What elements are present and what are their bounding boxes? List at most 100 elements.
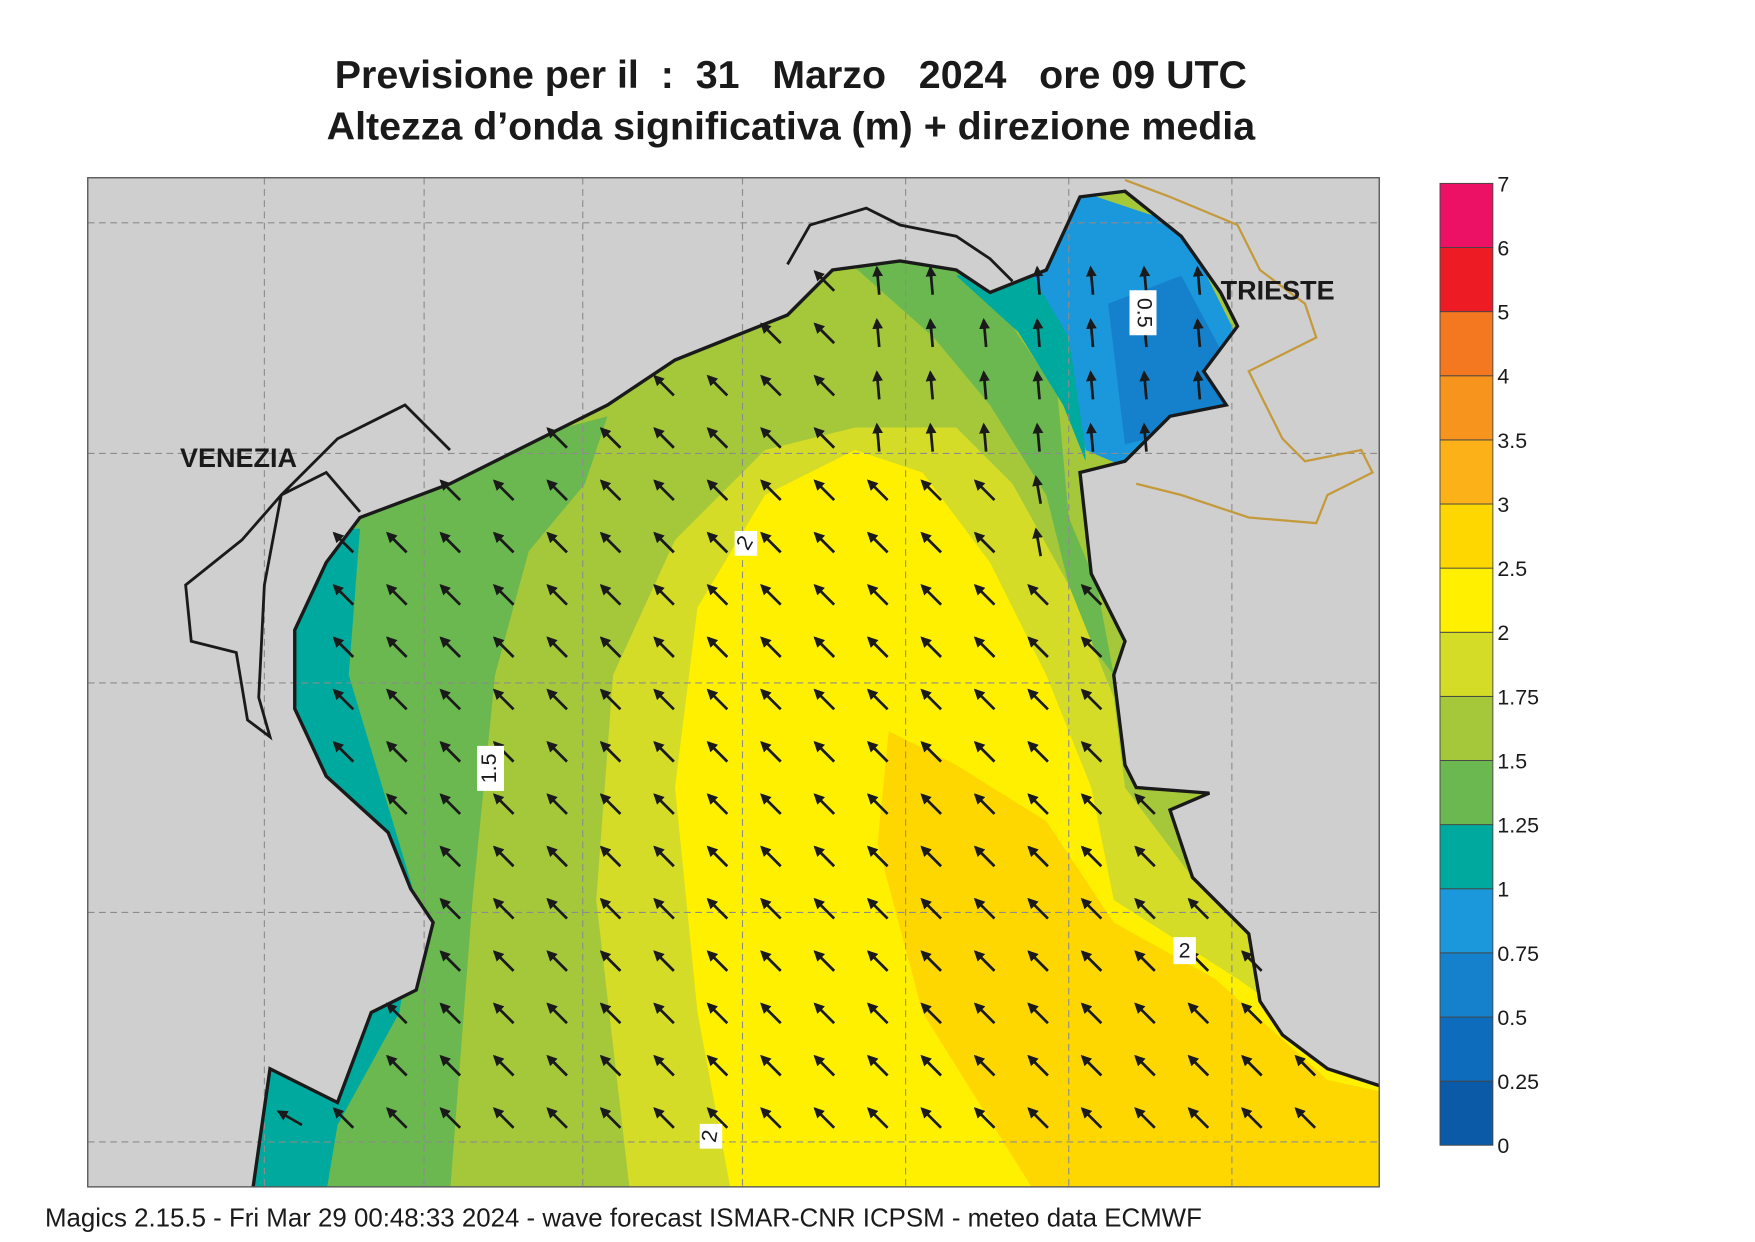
arrow: [1080, 845, 1103, 868]
colorbar-swatch: [1439, 503, 1494, 569]
arrow: [1027, 1107, 1049, 1129]
arrow: [706, 427, 729, 449]
arrow: [1134, 1107, 1156, 1129]
arrow: [1187, 897, 1210, 920]
arrow: [332, 531, 355, 554]
arrow: [653, 427, 675, 449]
footer: Magics 2.15.5 - Fri Mar 29 00:48:33 2024…: [45, 1204, 1202, 1232]
arrow: [760, 479, 782, 502]
arrow: [653, 897, 675, 920]
arrow: [920, 636, 943, 658]
arrow: [866, 1107, 889, 1129]
arrow: [332, 636, 355, 658]
arrow: [1294, 1107, 1317, 1129]
arrow: [872, 370, 884, 400]
arrow: [920, 1054, 943, 1077]
arrow: [1241, 1002, 1263, 1025]
arrow: [1080, 636, 1103, 658]
arrow: [439, 636, 462, 658]
arrow: [386, 1002, 408, 1025]
arrow: [813, 636, 836, 658]
arrow: [1080, 897, 1103, 920]
arrow: [439, 793, 462, 815]
arrow: [1032, 370, 1044, 400]
arrow: [813, 374, 836, 397]
arrow: [439, 1107, 462, 1129]
contour-labels: 0.5 1.5 2 2 2: [477, 290, 1196, 1149]
arrow: [872, 422, 884, 452]
arrow: [599, 584, 622, 606]
arrow: [813, 897, 836, 920]
arrow: [599, 950, 622, 972]
arrow: [599, 1107, 622, 1129]
arrow: [1080, 950, 1103, 972]
colorbar-label: 1.25: [1497, 814, 1539, 838]
arrow: [599, 427, 622, 449]
arrow: [706, 531, 729, 554]
arrow: [546, 1107, 568, 1129]
coastline: [251, 189, 1380, 1187]
arrow: [973, 531, 996, 554]
arrow: [439, 897, 462, 920]
arrow: [813, 1054, 836, 1077]
arrow: [979, 422, 990, 452]
colorbar-swatch: [1439, 567, 1494, 633]
arrow: [546, 479, 568, 502]
arrow: [920, 584, 943, 606]
arrow: [492, 688, 515, 711]
arrow: [386, 740, 408, 763]
arrow: [1080, 740, 1103, 763]
colorbar-label: 7: [1497, 172, 1509, 196]
arrow: [920, 740, 943, 763]
arrow: [973, 1054, 996, 1077]
arrow: [973, 845, 996, 868]
colorbar-label: 1.75: [1497, 685, 1539, 709]
arrow: [1241, 1107, 1263, 1129]
colorbar-swatch: [1439, 1016, 1494, 1082]
arrow: [546, 950, 568, 972]
arrow: [439, 531, 462, 554]
arrow: [653, 1054, 675, 1077]
arrow: [760, 531, 782, 554]
arrow: [546, 531, 568, 554]
arrow: [813, 584, 836, 606]
arrow: [492, 897, 515, 920]
contour-label: 2: [697, 1128, 723, 1144]
arrow: [760, 584, 782, 606]
arrow: [653, 1002, 675, 1025]
arrow: [546, 427, 568, 449]
arrow: [439, 1054, 462, 1077]
arrow: [920, 950, 943, 972]
arrow: [1080, 688, 1103, 711]
arrow: [866, 1054, 889, 1077]
arrow: [1027, 793, 1049, 815]
arrow: [760, 322, 782, 345]
colorbar-swatch: [1439, 1080, 1494, 1146]
arrow: [492, 845, 515, 868]
arrow: [332, 1107, 355, 1129]
arrow: [813, 950, 836, 972]
arrow: [973, 897, 996, 920]
colorbar-swatch: [1439, 631, 1494, 697]
arrow: [760, 1107, 782, 1129]
arrow: [1192, 317, 1204, 348]
arrow: [979, 370, 990, 400]
arrow: [653, 845, 675, 868]
arrow: [1192, 370, 1204, 400]
arrow: [920, 1107, 943, 1129]
arrow: [925, 422, 937, 452]
arrow: [386, 688, 408, 711]
colorbar-label: 5: [1497, 301, 1509, 325]
arrow: [492, 1002, 515, 1025]
arrow: [1134, 1054, 1156, 1077]
contour-label: 2: [1179, 938, 1191, 962]
arrow: [653, 636, 675, 658]
arrow: [332, 688, 355, 711]
colorbar-label: 2: [1497, 621, 1509, 645]
arrow: [546, 740, 568, 763]
arrow: [866, 845, 889, 868]
arrow: [599, 1054, 622, 1077]
arrow: [1032, 475, 1043, 505]
